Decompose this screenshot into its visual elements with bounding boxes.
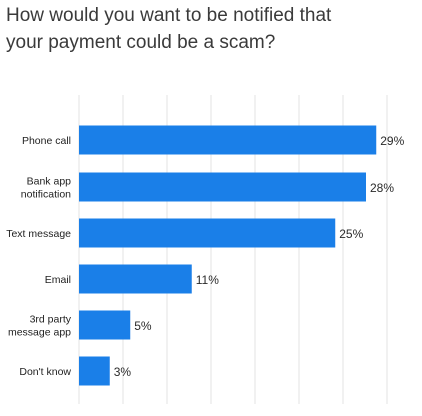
- value-label: 11%: [196, 273, 219, 287]
- category-label: Bank app notification: [21, 176, 71, 201]
- bar: [79, 310, 131, 340]
- category-labels: Phone call Bank app notification Text messa…: [6, 135, 72, 378]
- value-label: 3%: [114, 365, 132, 379]
- bar: [79, 218, 336, 248]
- bar: [79, 172, 366, 202]
- category-label: Text message: [6, 228, 71, 240]
- bar: [79, 125, 377, 155]
- category-label: Don't know: [19, 366, 71, 378]
- bar: [79, 356, 110, 386]
- value-labels: 29% 28% 25% 11% 5% 3%: [114, 134, 405, 379]
- chart-title: How would you want to be notified that y…: [6, 5, 332, 53]
- bars: [79, 125, 377, 386]
- bar: [79, 264, 192, 294]
- category-label: Phone call: [22, 135, 71, 147]
- category-label: Email: [45, 274, 71, 286]
- value-label: 25%: [339, 227, 363, 241]
- value-label: 29%: [380, 134, 404, 148]
- category-label: 3rd party message app: [8, 314, 72, 339]
- value-label: 28%: [370, 181, 394, 195]
- value-label: 5%: [134, 319, 152, 333]
